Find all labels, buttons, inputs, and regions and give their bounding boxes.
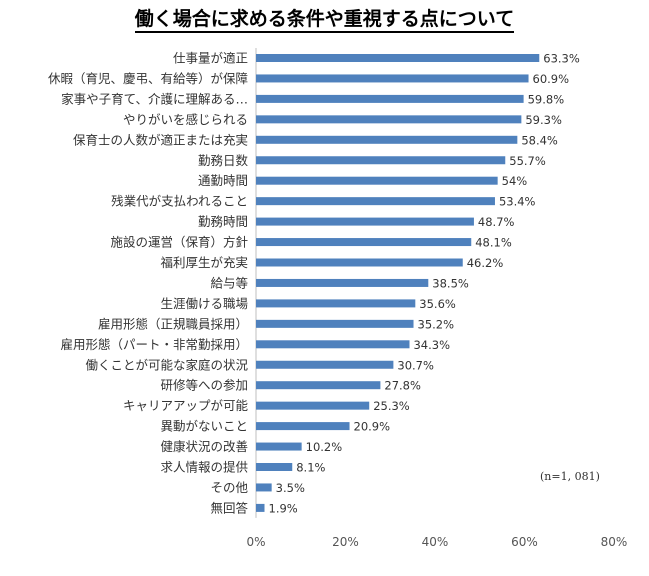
data-label: 59.8% bbox=[528, 92, 565, 106]
data-label: 48.1% bbox=[475, 236, 512, 250]
category-label: 働くことが可能な家庭の状況 bbox=[85, 357, 248, 372]
bar bbox=[256, 381, 381, 390]
x-tick-label: 60% bbox=[511, 535, 538, 549]
bar bbox=[256, 115, 522, 124]
category-label: やりがいを感じられる bbox=[123, 112, 248, 127]
bar bbox=[256, 74, 529, 83]
x-tick-label: 40% bbox=[422, 535, 449, 549]
category-label: キャリアアップが可能 bbox=[123, 398, 249, 413]
bar bbox=[256, 197, 495, 206]
data-label: 58.4% bbox=[521, 133, 558, 147]
bar bbox=[256, 94, 524, 103]
bar bbox=[256, 238, 472, 247]
category-label: その他 bbox=[210, 480, 248, 495]
data-label: 54% bbox=[502, 174, 528, 188]
x-tick-label: 20% bbox=[332, 535, 359, 549]
category-label: 残業代が支払われること bbox=[111, 194, 248, 209]
bar bbox=[256, 340, 410, 349]
category-label: 無回答 bbox=[210, 500, 248, 515]
bar bbox=[256, 176, 498, 185]
chart-title-text: 働く場合に求める条件や重視する点について bbox=[134, 8, 515, 33]
category-label: 休暇（育児、慶弔、有給等）が保障 bbox=[48, 71, 248, 86]
category-label: 健康状況の改善 bbox=[160, 439, 248, 454]
x-tick-label: 80% bbox=[601, 535, 628, 549]
data-label: 20.9% bbox=[354, 420, 391, 434]
x-tick-label: 0% bbox=[246, 535, 265, 549]
category-label: 勤務時間 bbox=[198, 214, 248, 229]
bar bbox=[256, 422, 350, 431]
data-label: 38.5% bbox=[432, 276, 469, 290]
data-label: 63.3% bbox=[543, 52, 580, 66]
category-label: 異動がないこと bbox=[160, 419, 248, 434]
category-label: 保育士の人数が適正または充実 bbox=[73, 132, 248, 147]
data-label: 27.8% bbox=[384, 379, 421, 393]
category-label: 給与等 bbox=[210, 275, 248, 290]
data-label: 30.7% bbox=[397, 358, 434, 372]
category-label: 勤務日数 bbox=[198, 153, 249, 168]
data-label: 55.7% bbox=[509, 154, 546, 168]
data-label: 59.3% bbox=[525, 113, 562, 127]
bar bbox=[256, 401, 370, 410]
bar bbox=[256, 299, 416, 308]
bar bbox=[256, 319, 414, 328]
category-label: 通勤時間 bbox=[198, 173, 248, 188]
data-label: 25.3% bbox=[373, 399, 410, 413]
bar bbox=[256, 217, 474, 226]
category-label: 福利厚生が充実 bbox=[160, 255, 248, 270]
data-label: 8.1% bbox=[296, 461, 325, 475]
data-label: 34.3% bbox=[413, 338, 450, 352]
data-label: 3.5% bbox=[276, 481, 305, 495]
category-label: 生涯働ける職場 bbox=[160, 296, 248, 311]
data-label: 35.2% bbox=[418, 317, 455, 331]
category-label: 雇用形態（正規職員採用） bbox=[98, 316, 248, 331]
category-label: 雇用形態（パート・非常勤採用） bbox=[60, 337, 248, 352]
category-label: 求人情報の提供 bbox=[160, 460, 248, 475]
sample-size-note: (n=1, 081) bbox=[540, 470, 600, 483]
bar bbox=[256, 463, 293, 471]
data-label: 1.9% bbox=[269, 501, 298, 515]
category-label: 家事や子育て、介護に理解ある… bbox=[61, 91, 248, 106]
bar bbox=[256, 360, 394, 369]
bar bbox=[256, 503, 265, 512]
data-label: 53.4% bbox=[499, 195, 536, 209]
chart-title: 働く場合に求める条件や重視する点について bbox=[0, 4, 649, 33]
data-label: 46.2% bbox=[467, 256, 504, 270]
data-label: 60.9% bbox=[533, 72, 570, 86]
bar bbox=[256, 258, 463, 267]
data-label: 10.2% bbox=[306, 440, 343, 454]
bar bbox=[256, 156, 506, 165]
bar bbox=[256, 483, 272, 492]
category-label: 研修等への参加 bbox=[160, 378, 248, 393]
bar bbox=[256, 135, 518, 144]
data-label: 48.7% bbox=[478, 215, 515, 229]
category-label: 仕事量が適正 bbox=[173, 51, 248, 66]
data-label: 35.6% bbox=[419, 297, 456, 311]
bar bbox=[256, 442, 302, 451]
bar bbox=[256, 278, 429, 287]
bar bbox=[256, 54, 540, 62]
category-label: 施設の運営（保育）方針 bbox=[110, 235, 248, 250]
